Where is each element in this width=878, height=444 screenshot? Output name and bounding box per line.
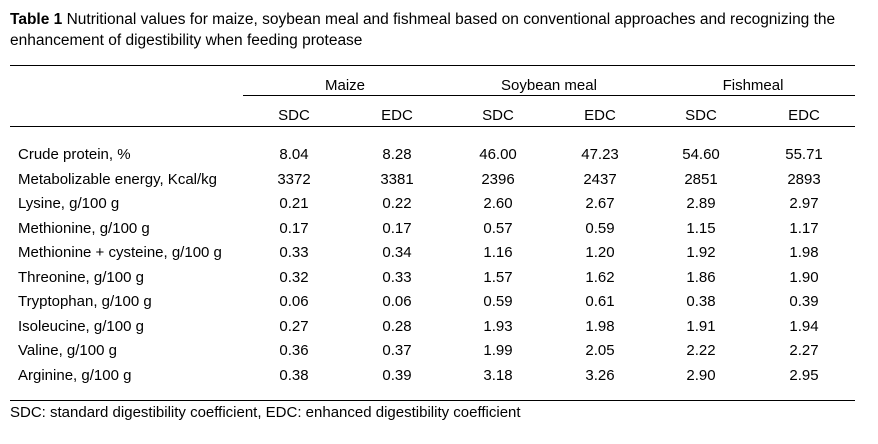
table-cell: 0.61 (585, 293, 615, 310)
table-cell: 0.38 (279, 366, 309, 384)
table-cell: 0.06 (382, 293, 412, 310)
table-cell: 2.67 (585, 195, 615, 212)
table-cell: 0.17 (279, 219, 309, 237)
table-row: Isoleucine, g/100 g 0.27 0.28 1.93 1.98 1.91 1… (0, 318, 878, 342)
table-row: Valine, g/100 g 0.36 0.37 1.99 2.05 2.22 2.27 (0, 342, 878, 366)
table-row: Tryptophan, g/100 g 0.06 0.06 0.59 0.61 0.38 0… (0, 293, 878, 317)
table-cell: 1.86 (686, 268, 716, 286)
subheader-rule (10, 126, 855, 127)
table-cell: 1.16 (483, 244, 513, 261)
table-cell: 1.93 (483, 317, 513, 335)
table-cell: 2.22 (686, 342, 716, 359)
subheader-maize-sdc: SDC (278, 107, 310, 124)
group-header-fishmeal: Fishmeal (722, 77, 784, 94)
table-cell: 0.59 (483, 293, 513, 310)
table-cell: 0.27 (279, 317, 309, 335)
table-row: Methionine, g/100 g 0.17 0.17 0.57 0.59 1.15 1… (0, 220, 878, 244)
table-cell: 8.04 (279, 146, 309, 163)
table-row: Metabolizable energy, Kcal/kg 3372 3381 239… (0, 171, 878, 195)
group-header-maize: Maize (324, 77, 366, 94)
table-cell: 1.57 (483, 268, 513, 286)
table-bottom-rule (10, 400, 855, 401)
table-cell: 0.38 (686, 293, 716, 310)
table-top-rule (10, 65, 855, 66)
table-cell: 2.89 (686, 195, 716, 212)
table-cell: 0.32 (279, 268, 309, 286)
table-caption-text: Nutritional values for maize, soybean me… (10, 11, 836, 49)
row-label: Isoleucine, g/100 g (18, 317, 144, 335)
table-cell: 47.23 (581, 146, 619, 163)
table-cell: 1.91 (686, 317, 716, 335)
table-cell: 2.97 (789, 195, 819, 212)
table-cell: 55.71 (785, 146, 823, 163)
table-cell: 2851 (684, 170, 718, 188)
table-label: Table 1 (10, 11, 63, 28)
table-cell: 3381 (380, 170, 414, 188)
table-cell: 2893 (787, 170, 821, 188)
table-cell: 2.27 (789, 342, 819, 359)
row-label: Valine, g/100 g (18, 342, 117, 359)
table-cell: 1.62 (585, 268, 615, 286)
table-cell: 1.98 (789, 244, 819, 261)
table-cell: 2.60 (483, 195, 513, 212)
row-label: Metabolizable energy, Kcal/kg (18, 170, 217, 188)
table-cell: 1.99 (483, 342, 513, 359)
table-cell: 8.28 (382, 146, 412, 163)
table-cell: 1.15 (686, 219, 716, 237)
row-label: Lysine, g/100 g (18, 195, 120, 212)
row-label: Arginine, g/100 g (18, 366, 132, 384)
table-cell: 1.17 (789, 219, 819, 237)
table-cell: 2.90 (686, 366, 716, 384)
table-cell: 0.59 (585, 219, 615, 237)
subheader-maize-edc: EDC (381, 107, 413, 124)
table-cell: 2396 (481, 170, 515, 188)
table-cell: 3372 (277, 170, 311, 188)
table-row: Crude protein, % 8.04 8.28 46.00 47.23 54.60 5… (0, 146, 878, 170)
table-cell: 1.94 (789, 317, 819, 335)
table-cell: 46.00 (479, 146, 517, 163)
subheader-fishmeal-sdc: SDC (685, 107, 717, 124)
table-cell: 1.92 (686, 244, 716, 261)
table-cell: 1.20 (585, 244, 615, 261)
table-row: Arginine, g/100 g 0.38 0.39 3.18 3.26 2.90 2.9… (0, 367, 878, 391)
table-cell: 0.21 (279, 195, 309, 212)
table-cell: 0.39 (382, 366, 412, 384)
table-cell: 2.05 (585, 342, 615, 359)
row-label: Crude protein, % (18, 146, 131, 163)
table-cell: 54.60 (682, 146, 720, 163)
table-row: Methionine + cysteine, g/100 g 0.33 0.34 1.… (0, 244, 878, 268)
table-cell: 1.98 (585, 317, 615, 335)
table-cell: 0.17 (382, 219, 412, 237)
group-header-rule (243, 95, 855, 96)
table-cell: 0.33 (279, 244, 309, 261)
row-label: Methionine + cysteine, g/100 g (18, 244, 222, 261)
table-cell: 0.28 (382, 317, 412, 335)
subheader-soybean-edc: EDC (584, 107, 616, 124)
group-header-soybean-meal: Soybean meal (501, 77, 597, 94)
subheader-fishmeal-edc: EDC (788, 107, 820, 124)
table-cell: 0.36 (279, 342, 309, 359)
table-cell: 3.26 (585, 366, 615, 384)
table-cell: 1.90 (789, 268, 819, 286)
table-row: Threonine, g/100 g 0.32 0.33 1.57 1.62 1.86 1.… (0, 269, 878, 293)
subheader-soybean-sdc: SDC (482, 107, 514, 124)
table-row: Lysine, g/100 g 0.21 0.22 2.60 2.67 2.89 2.97 (0, 195, 878, 219)
row-label: Threonine, g/100 g (18, 268, 144, 286)
table-cell: 0.39 (789, 293, 819, 310)
table-cell: 0.37 (382, 342, 412, 359)
row-label: Tryptophan, g/100 g (18, 293, 152, 310)
table-cell: 0.57 (483, 219, 513, 237)
table-caption: Table 1 Nutritional values for maize, so… (10, 9, 860, 51)
table-cell: 3.18 (483, 366, 513, 384)
table-cell: 0.06 (279, 293, 309, 310)
table-cell: 0.33 (382, 268, 412, 286)
table-cell: 2437 (583, 170, 617, 188)
table-cell: 0.34 (382, 244, 412, 261)
table-cell: 2.95 (789, 366, 819, 384)
row-label: Methionine, g/100 g (18, 219, 150, 237)
table-cell: 0.22 (382, 195, 412, 212)
table-footnote: SDC: standard digestibility coefficient,… (10, 404, 521, 421)
